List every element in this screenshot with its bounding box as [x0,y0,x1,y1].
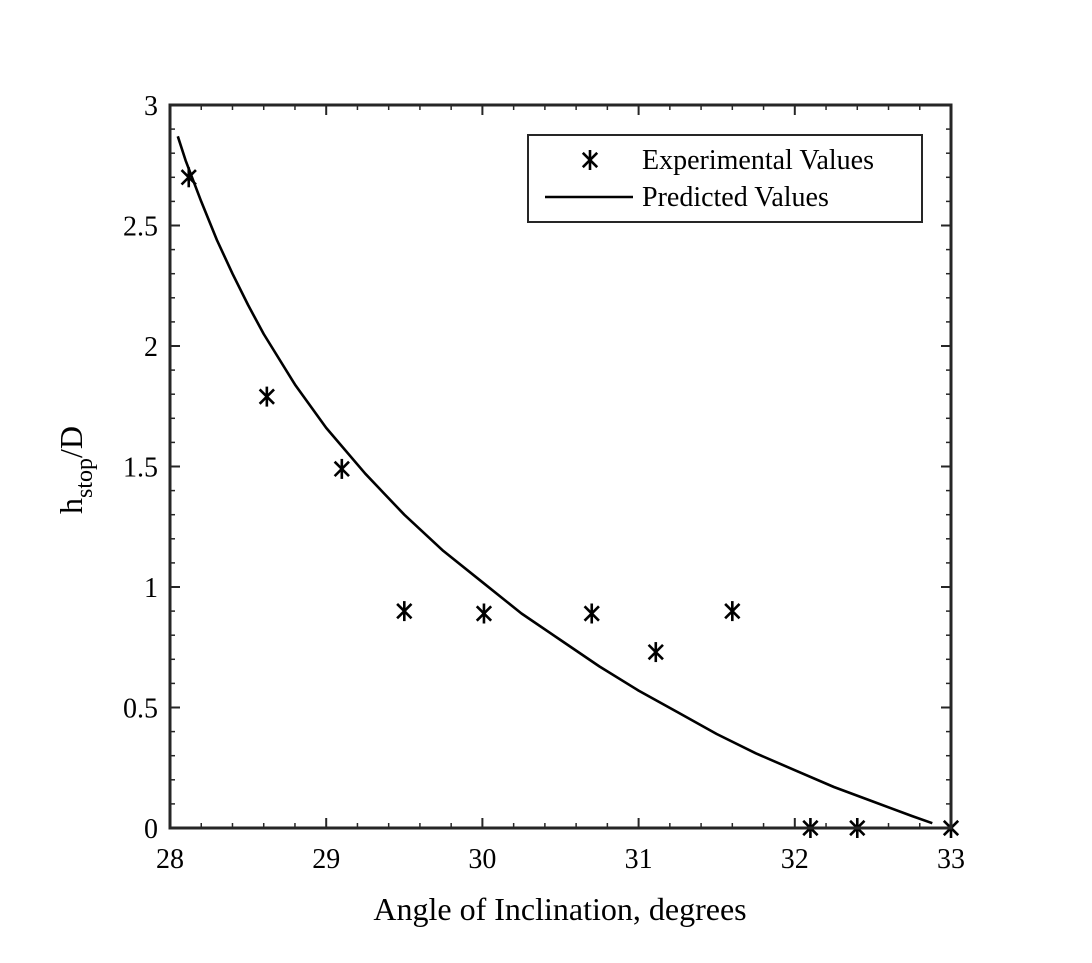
experimental-point [724,601,741,622]
experimental-point [333,458,350,479]
x-tick-label: 30 [468,844,496,875]
y-axis-title-subscript: stop [72,458,98,498]
y-axis-title-base: h [53,498,89,514]
legend: Experimental Values Predicted Values [527,134,923,223]
y-tick-label: 1.5 [123,453,158,484]
x-tick-label: 29 [312,844,340,875]
y-tick-label: 3 [144,91,158,122]
x-tick-label: 28 [156,844,184,875]
y-tick-label: 0.5 [123,694,158,725]
y-tick-label: 0 [144,814,158,845]
y-tick-label: 2.5 [123,212,158,243]
legend-asterisk-icon [581,150,599,170]
x-tick-label: 32 [781,844,809,875]
experimental-point [647,642,664,663]
y-tick-label: 1 [144,573,158,604]
legend-label-experimental: Experimental Values [642,145,874,176]
predicted-values-line [176,135,933,825]
marker-layer [180,167,960,838]
legend-box [527,134,923,223]
experimental-point [475,603,493,624]
plot-frame [168,103,953,830]
y-axis-title: hstop/D [53,426,98,514]
legend-marker-experimental [581,150,599,170]
x-tick-label: 33 [937,844,965,875]
labels-layer: 28 29 30 31 32 33 0 0.5 1 1.5 2 2.5 3 [123,91,965,875]
y-tick-label: 2 [144,332,158,363]
y-axis-title-suffix: /D [53,426,89,458]
experimental-point [258,386,275,407]
experimental-point [396,601,413,622]
experimental-point [180,167,197,188]
line-layer [176,135,933,825]
experimental-point [583,603,600,624]
x-axis-title: Angle of Inclination, degrees [373,891,746,927]
legend-label-predicted: Predicted Values [642,182,829,213]
x-tick-label: 31 [625,844,653,875]
